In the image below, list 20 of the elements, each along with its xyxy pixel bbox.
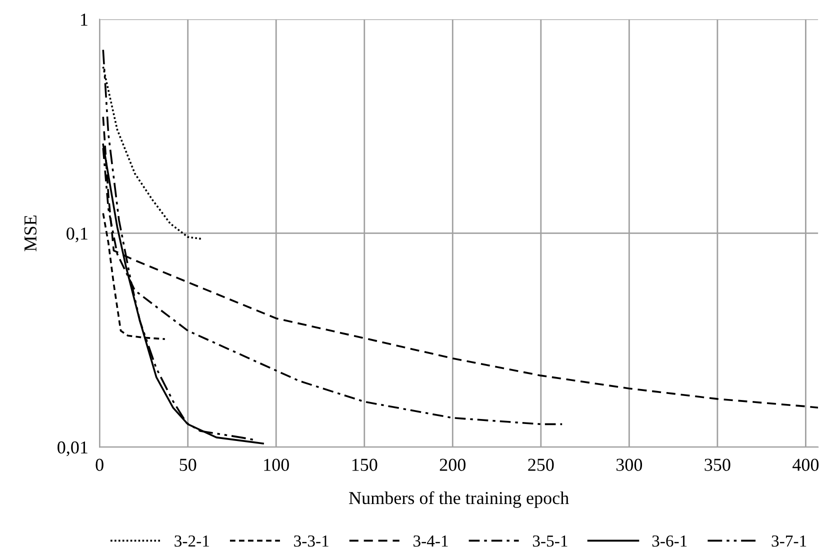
legend-label: 3-6-1 (652, 535, 687, 547)
x-axis-title: Numbers of the training epoch (349, 491, 569, 508)
x-tick-label: 0 (96, 458, 104, 471)
x-tick-label: 50 (180, 458, 196, 471)
legend-label: 3-3-1 (294, 535, 328, 547)
x-tick-label: 350 (704, 458, 730, 471)
legend-label: 3-5-1 (532, 535, 568, 547)
y-tick-label: 0,1 (66, 227, 88, 242)
x-tick-label: 300 (616, 458, 642, 471)
x-tick-label: 200 (440, 458, 466, 471)
x-tick-label: 400 (792, 458, 819, 471)
legend-label: 3-2-1 (174, 535, 209, 547)
x-tick-label: 150 (352, 458, 378, 471)
x-tick-label: 250 (528, 458, 554, 471)
x-tick-label: 100 (264, 458, 289, 471)
y-axis-title: MSE (24, 216, 37, 252)
y-tick-label: 1 (81, 14, 88, 26)
y-tick-label: 0,01 (58, 441, 88, 456)
legend-label: 3-7-1 (772, 535, 806, 547)
legend-label: 3-4-1 (414, 535, 448, 547)
